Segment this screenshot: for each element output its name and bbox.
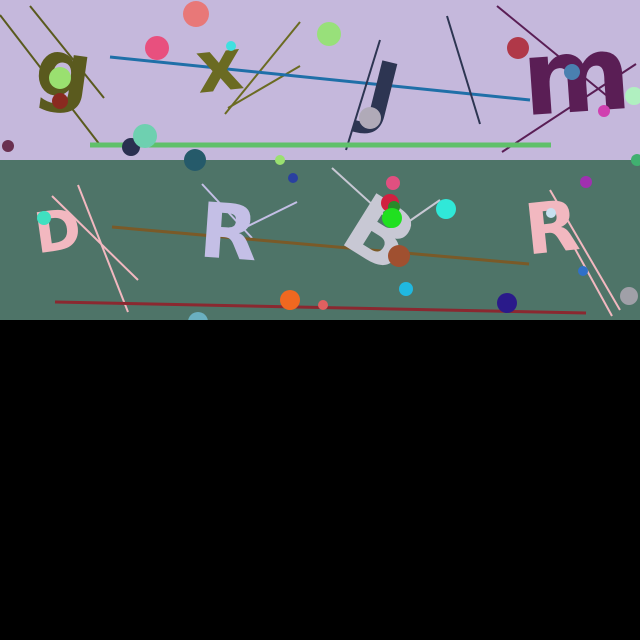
noise-dot [580,176,592,188]
noise-dot [280,290,300,310]
noise-line [227,65,301,109]
noise-line [109,55,531,102]
top-noise-lines [0,5,637,153]
bottom-noise-dots [37,173,638,320]
noise-dot [317,22,341,46]
noise-dot [497,293,517,313]
noise-line [77,184,129,313]
noise-line [224,21,301,115]
noise-line [51,195,139,281]
noise-line [446,15,481,125]
noise-dot [546,208,556,218]
captcha-letter: D [30,196,85,267]
noise-dot [37,211,51,225]
noise-dot [49,67,71,89]
noise-dot [188,312,208,320]
bottom-panel [0,160,640,320]
noise-dot [631,154,640,166]
noise-line [384,199,441,239]
noise-dot [226,41,236,51]
captcha-letter: R [521,184,583,271]
noise-dot [598,105,610,117]
noise-line [231,201,298,235]
noise-dot [288,173,298,183]
noise-line [111,225,530,266]
noise-dot [386,176,400,190]
noise-dot [2,140,14,152]
noise-dot [133,124,157,148]
noise-dot [318,300,328,310]
noise-dot [436,199,456,219]
noise-dot [578,266,588,276]
noise-dot [52,93,68,109]
noise-dot [507,37,529,59]
noise-dot [399,282,413,296]
noise-line [549,189,621,311]
top-noise-dots [2,1,640,171]
captcha-letter: x [192,21,247,109]
captcha-letter: R [197,185,262,278]
noise-dot [275,155,285,165]
noise-dot [184,149,206,171]
noise-dot [382,208,402,228]
noise-dot [625,87,640,105]
noise-line [567,235,613,317]
noise-line [501,63,637,153]
noise-dot [564,64,580,80]
noise-dot [359,107,381,129]
noise-dot [388,245,410,267]
noise-line [496,5,613,101]
captcha-scene: g x J m D R [0,0,640,320]
noise-line [345,39,381,151]
noise-dot [145,36,169,60]
noise-dot [620,287,638,305]
noise-dot [183,1,209,27]
noise-line [29,5,105,99]
